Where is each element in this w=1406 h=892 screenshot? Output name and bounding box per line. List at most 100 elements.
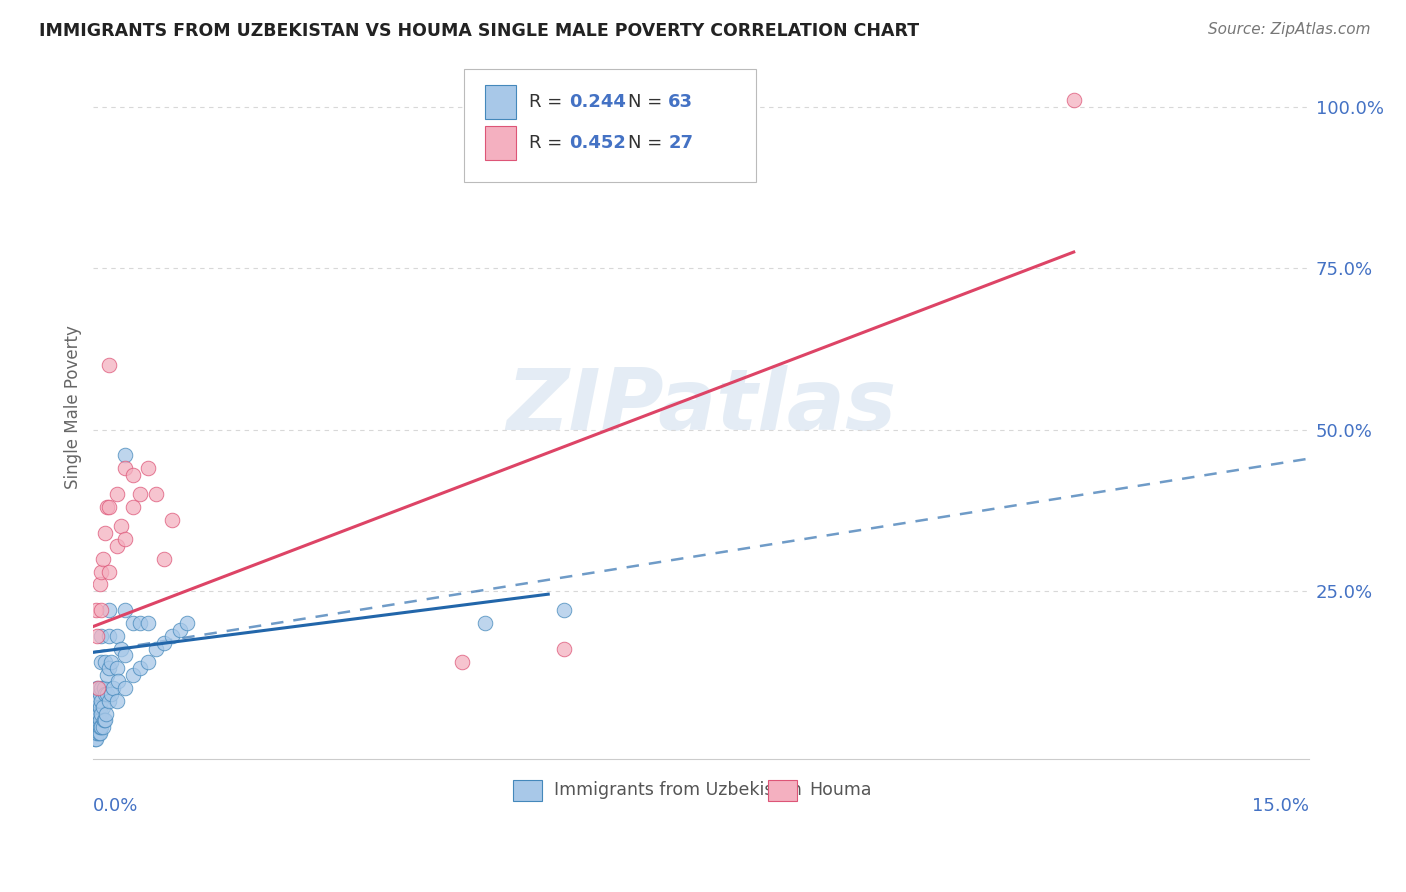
Point [98,661,121,675]
Point [121,616,143,631]
Point [89,726,111,740]
Point [121,500,143,514]
Text: 27: 27 [668,134,693,153]
Point [96,668,118,682]
Point [91,551,114,566]
Point [89,719,111,733]
Point [86,681,108,695]
Point [91,719,114,733]
Point [90,655,112,669]
Point [105,629,128,643]
Text: N =: N = [628,94,668,112]
Point [84,726,107,740]
Point [90,719,112,733]
Point [114,681,136,695]
Text: N =: N = [628,134,668,153]
Point [114,461,136,475]
Text: Houma: Houma [810,781,872,799]
Point [87,719,110,733]
Point [100,687,122,701]
Point [98,603,121,617]
Point [114,603,136,617]
Point [136,616,159,631]
Point [98,629,121,643]
Point [90,629,112,643]
Text: 0.244: 0.244 [568,94,626,112]
Point [98,694,121,708]
Point [101,681,124,695]
Point [160,629,183,643]
Point [94,687,117,701]
Point [110,519,132,533]
Point [87,681,110,695]
Point [87,694,110,708]
Text: Immigrants from Uzbekistan: Immigrants from Uzbekistan [554,781,801,799]
Point [86,732,108,747]
Text: R =: R = [529,134,568,153]
Point [86,706,108,721]
Point [89,700,111,714]
Point [105,487,128,501]
Point [121,668,143,682]
Point [93,713,115,727]
Point [90,681,112,695]
Point [105,539,128,553]
Point [94,706,117,721]
Point [105,694,128,708]
Point [105,661,128,675]
Point [86,719,108,733]
Point [89,577,111,591]
Point [451,655,474,669]
Point [94,525,117,540]
Point [553,603,575,617]
Point [114,533,136,547]
Text: IMMIGRANTS FROM UZBEKISTAN VS HOUMA SINGLE MALE POVERTY CORRELATION CHART: IMMIGRANTS FROM UZBEKISTAN VS HOUMA SING… [39,22,920,40]
Bar [485,126,516,160]
Point [100,655,122,669]
Point [96,687,118,701]
Point [121,467,143,482]
Point [90,694,112,708]
Point [90,706,112,721]
Point [96,500,118,514]
Point [94,713,117,727]
Point [98,500,121,514]
Text: 0.0%: 0.0% [93,797,139,815]
Point [98,565,121,579]
Point [153,635,176,649]
Point [160,513,183,527]
Point [89,687,111,701]
Point [110,642,132,657]
Text: Source: ZipAtlas.com: Source: ZipAtlas.com [1208,22,1371,37]
Point [84,603,107,617]
Point [129,661,152,675]
Point [84,713,107,727]
Point [176,616,198,631]
FancyBboxPatch shape [464,70,756,182]
Point [114,648,136,663]
Point [89,713,111,727]
Point [114,449,136,463]
Point [153,551,176,566]
Text: 0.452: 0.452 [568,134,626,153]
Point [90,603,112,617]
Point [91,700,114,714]
Point [145,642,167,657]
Point [107,674,129,689]
Point [98,358,121,372]
Point [87,706,110,721]
Point [86,713,108,727]
Point [129,487,152,501]
Text: R =: R = [529,94,568,112]
Point [169,623,191,637]
Point [93,681,115,695]
Point [86,629,108,643]
Point [136,655,159,669]
Point [94,655,117,669]
Point [86,700,108,714]
Point [553,642,575,657]
Point [86,726,108,740]
Y-axis label: Single Male Poverty: Single Male Poverty [65,325,82,489]
Point [474,616,496,631]
Point [90,565,112,579]
